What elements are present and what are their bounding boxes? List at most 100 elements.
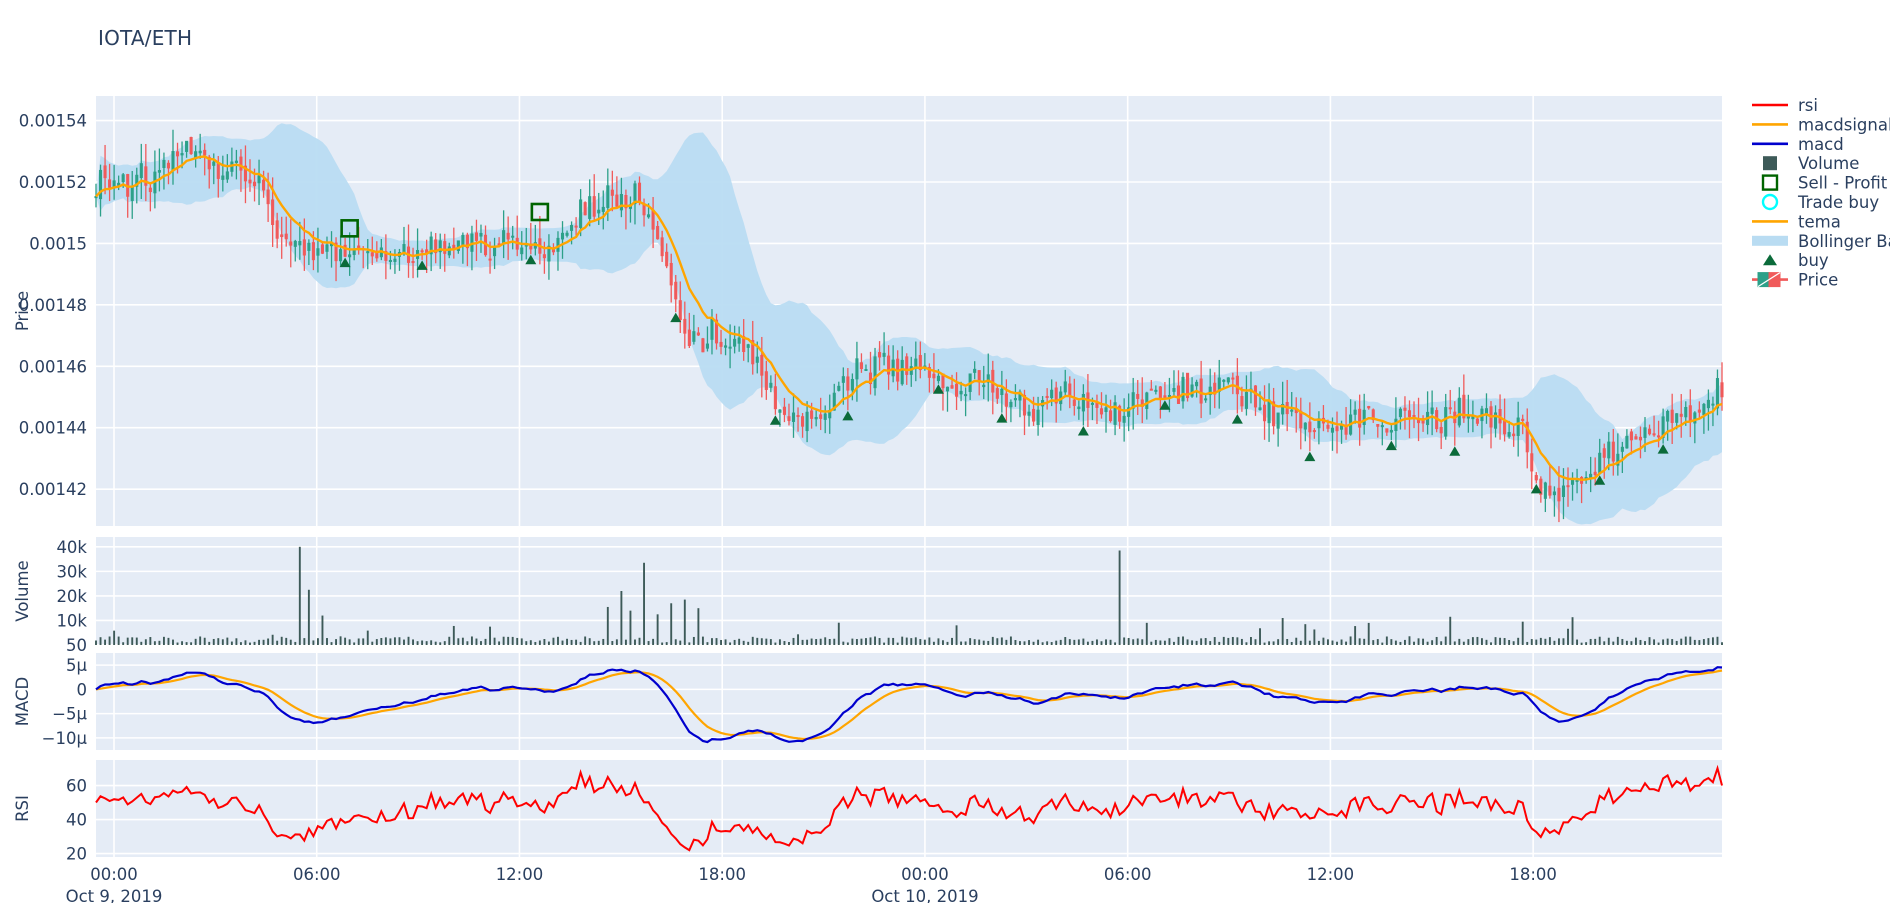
buy-marker[interactable]: [932, 384, 944, 394]
buy-marker[interactable]: [1530, 483, 1542, 494]
volume-bar: [679, 640, 682, 645]
volume-bar: [484, 638, 487, 645]
volume-bar: [955, 625, 958, 645]
volume-bar: [738, 638, 741, 645]
candle-body: [1634, 436, 1638, 440]
candle-body: [225, 171, 229, 180]
candle-body: [1145, 392, 1149, 409]
volume-bar: [919, 639, 922, 645]
buy-marker[interactable]: [1304, 451, 1316, 462]
x-day-label: Oct 10, 2019: [871, 887, 978, 903]
buy-marker[interactable]: [1159, 400, 1171, 410]
buy-marker[interactable]: [1385, 440, 1397, 451]
legend-item-buy[interactable]: buy: [1763, 251, 1829, 270]
legend-item-macd[interactable]: macd: [1752, 135, 1844, 154]
candle-body: [1072, 399, 1076, 406]
candle-body: [289, 241, 293, 246]
legend-item-tema[interactable]: tema: [1752, 212, 1841, 231]
candle-body: [1561, 485, 1566, 497]
volume-bar: [249, 642, 251, 645]
buy-marker[interactable]: [769, 415, 781, 425]
y-tick-volume: 40k: [56, 538, 87, 557]
volume-bar: [470, 636, 473, 645]
buy-marker[interactable]: [1231, 414, 1243, 424]
candle-body: [624, 195, 628, 209]
candle-body: [234, 160, 238, 163]
volume-bar: [833, 638, 836, 645]
candle-body: [203, 149, 207, 156]
volume-bar: [1675, 640, 1678, 645]
sell-profit-marker[interactable]: [340, 219, 359, 238]
volume-bar: [1222, 636, 1225, 645]
volume-bar: [403, 639, 405, 645]
volume-bar: [1548, 637, 1551, 645]
buy-marker[interactable]: [416, 260, 428, 270]
volume-bar: [937, 638, 940, 645]
volume-bar: [869, 637, 872, 645]
volume-bar: [298, 546, 301, 645]
candle-body: [547, 245, 551, 262]
volume-bar: [1462, 641, 1465, 645]
panel-bg-price: [96, 96, 1722, 526]
candle-body: [1208, 386, 1212, 396]
buy-marker[interactable]: [670, 312, 682, 323]
sell-profit-marker[interactable]: [530, 202, 550, 222]
volume-bar: [1050, 642, 1053, 645]
panel-bg-rsi: [96, 760, 1722, 857]
volume-bar: [715, 638, 718, 645]
legend-item-macdsignal[interactable]: macdsignal: [1752, 115, 1890, 134]
volume-bar: [348, 639, 351, 645]
legend-item-price[interactable]: Price: [1752, 271, 1838, 290]
candle-body: [271, 199, 275, 225]
volume-bar: [493, 637, 496, 645]
volume-bar: [1666, 638, 1669, 645]
volume-bar: [878, 638, 881, 645]
candle-body: [384, 251, 388, 261]
buy-marker[interactable]: [1077, 425, 1089, 436]
legend-item-sell-profit[interactable]: Sell - Profit: [1761, 174, 1888, 193]
volume-bar: [1073, 639, 1076, 645]
buy-marker[interactable]: [1449, 446, 1461, 456]
volume-bar: [113, 630, 116, 645]
legend-item-trade-buy[interactable]: Trade buy: [1761, 193, 1879, 212]
x-tick-label: 12:00: [1307, 865, 1355, 884]
x-tick-label: 18:00: [698, 865, 746, 884]
candle-body: [737, 337, 741, 344]
axis-title-macd: MACD: [13, 677, 32, 726]
candle-body: [1190, 384, 1194, 397]
candle-body: [728, 346, 732, 349]
buy-marker[interactable]: [1594, 475, 1606, 485]
volume-bar: [887, 637, 890, 645]
legend-item-rsi[interactable]: rsi: [1752, 96, 1818, 115]
candle-body: [1607, 441, 1611, 459]
buy-marker[interactable]: [525, 254, 537, 265]
volume-bar: [846, 642, 849, 645]
candle-body: [108, 179, 112, 188]
candle-body: [1272, 401, 1276, 427]
candle-body: [1104, 407, 1108, 412]
buy-marker[interactable]: [996, 413, 1008, 423]
legend-item-bollinger-band[interactable]: Bollinger Band: [1752, 232, 1890, 251]
candle-body: [674, 281, 678, 300]
legend-item-volume[interactable]: Volume: [1763, 154, 1859, 173]
candle-body: [1281, 403, 1285, 415]
volume-bar: [253, 641, 256, 645]
volume-bar: [901, 636, 904, 645]
candle-body: [710, 317, 714, 340]
volume-bar: [1702, 639, 1705, 645]
buy-marker[interactable]: [842, 410, 854, 421]
buy-marker[interactable]: [339, 257, 351, 268]
candle-body: [1050, 389, 1054, 399]
candle-body: [995, 388, 999, 399]
buy-marker[interactable]: [1657, 444, 1669, 454]
candle-body: [212, 161, 216, 166]
volume-bar: [217, 638, 220, 645]
candle-body: [560, 232, 565, 240]
candle-body: [615, 194, 619, 207]
volume-bar: [1671, 639, 1674, 645]
candle-body: [1172, 388, 1176, 392]
candle-body: [1679, 413, 1683, 417]
volume-bar: [575, 639, 578, 645]
candle-body: [1697, 409, 1701, 413]
